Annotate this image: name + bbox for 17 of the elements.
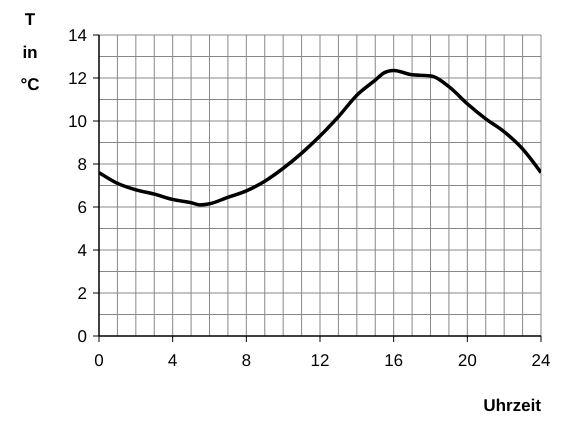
y-tick-label: 12 (68, 69, 87, 88)
y-tick-label: 6 (78, 198, 87, 217)
x-tick-label: 4 (168, 351, 178, 370)
y-tick-label: 0 (78, 327, 87, 346)
x-tick-label: 8 (242, 351, 252, 370)
x-tick-label: 16 (384, 351, 404, 370)
x-tick-label: 20 (458, 351, 477, 370)
x-tick-label: 24 (532, 351, 550, 370)
y-tick-label: 10 (68, 112, 87, 131)
y-tick-label: 4 (78, 241, 87, 260)
y-tick-label: 2 (78, 284, 87, 303)
y-tick-label: 8 (78, 155, 87, 174)
y-axis-title: T in °C (20, 10, 40, 94)
x-tick-label: 12 (310, 351, 330, 370)
y-tick-label: 14 (68, 26, 87, 45)
x-axis-title: Uhrzeit (483, 396, 542, 415)
x-tick-label: 0 (94, 351, 104, 370)
